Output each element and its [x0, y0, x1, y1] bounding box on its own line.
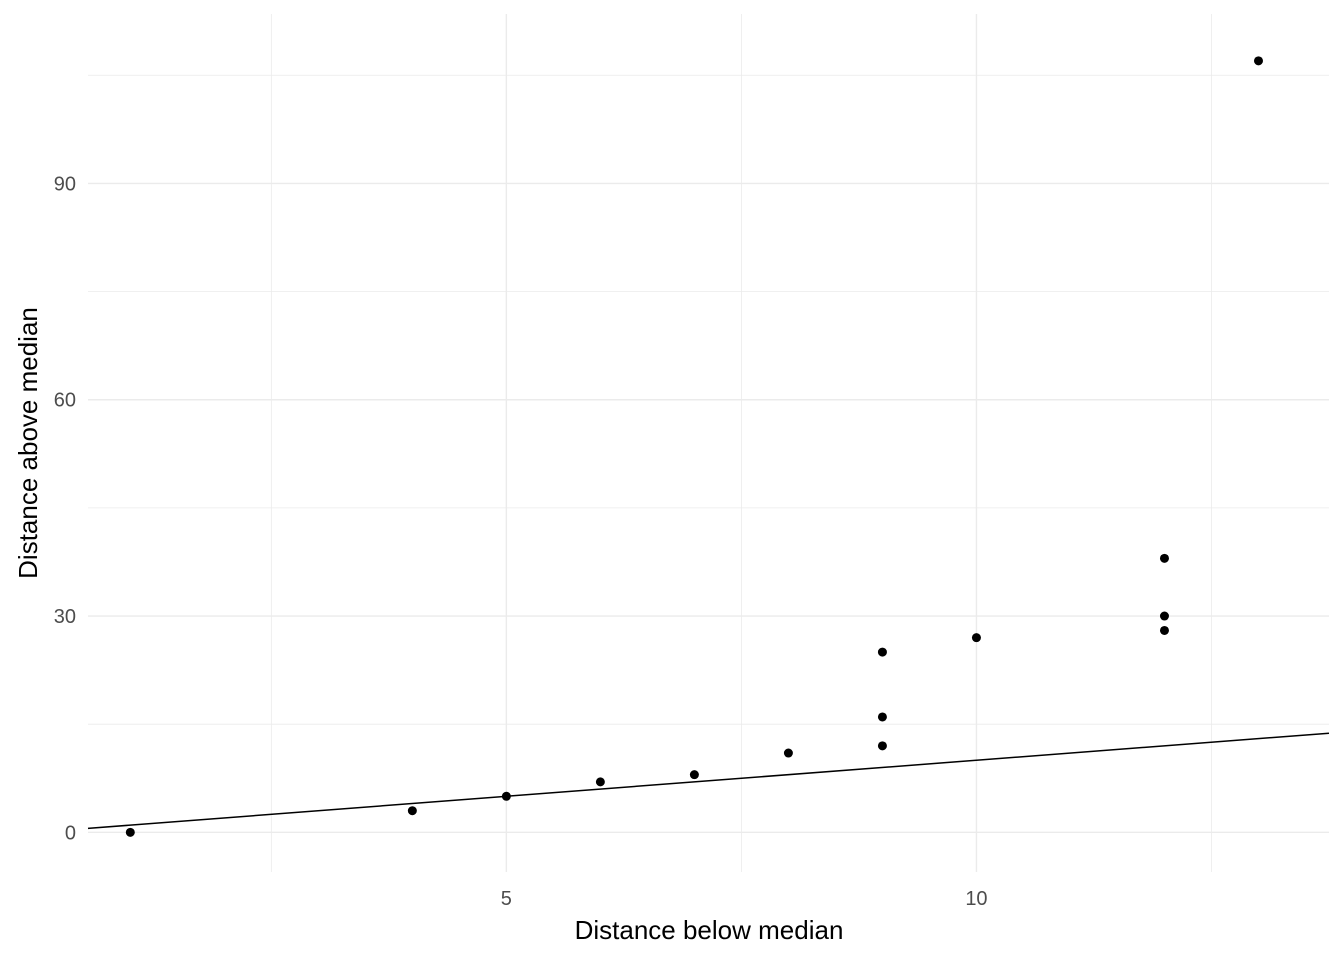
reference-line-layer — [87, 732, 1330, 830]
data-point — [501, 791, 511, 801]
x-axis-title: Distance below median — [575, 915, 844, 945]
data-point — [1159, 625, 1169, 635]
data-point — [877, 647, 887, 657]
y-tick-labels: 0 30 60 90 — [54, 173, 76, 844]
y-axis-title: Distance above median — [13, 307, 43, 579]
y-tick-label: 90 — [54, 173, 76, 195]
data-point — [783, 748, 793, 758]
data-point — [125, 827, 135, 837]
x-tick-label: 10 — [965, 888, 987, 910]
reference-line — [87, 732, 1330, 830]
data-point — [1159, 611, 1169, 621]
x-tick-labels: 5 10 — [501, 888, 988, 910]
data-point — [1253, 56, 1263, 66]
y-tick-label: 60 — [54, 390, 76, 412]
points-layer — [125, 56, 1263, 837]
data-point — [407, 806, 417, 816]
data-point — [1159, 553, 1169, 563]
y-tick-label: 0 — [65, 822, 76, 844]
data-point — [877, 712, 887, 722]
data-point — [595, 777, 605, 787]
data-point — [689, 770, 699, 780]
y-tick-label: 30 — [54, 606, 76, 628]
data-point — [971, 633, 981, 643]
x-tick-label: 5 — [501, 888, 512, 910]
data-point — [877, 741, 887, 751]
major-gridlines — [88, 14, 1329, 872]
minor-gridlines — [88, 14, 1329, 872]
